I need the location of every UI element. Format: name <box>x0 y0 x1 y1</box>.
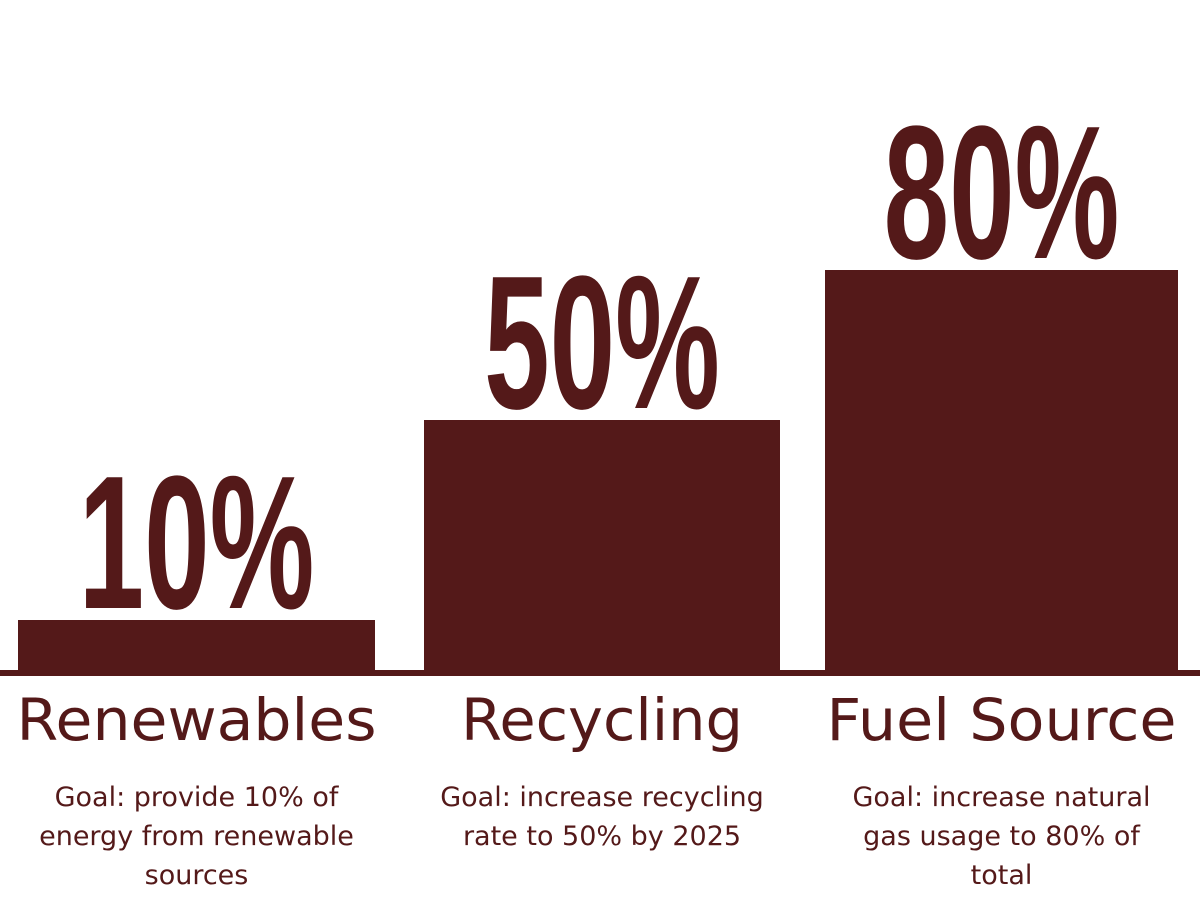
bar-renewables <box>18 620 375 673</box>
goal-description-line: Goal: increase natural <box>852 782 1150 813</box>
goal-description-line: rate to 50% by 2025 <box>463 821 741 852</box>
labels-layer: 10% Renewables Goal: provide 10% of energy … <box>17 87 1177 891</box>
bars-layer <box>18 270 1178 673</box>
goal-description-line: sources <box>145 860 249 891</box>
category-label: Renewables <box>17 686 377 754</box>
goal-description-line: energy from renewable <box>39 821 354 852</box>
goal-description-line: Goal: increase recycling <box>440 782 764 813</box>
goal-description-line: total <box>971 860 1033 891</box>
value-label: 80% <box>884 87 1120 299</box>
goal-description-line: gas usage to 80% of <box>863 821 1141 852</box>
bar-recycling <box>424 420 780 673</box>
category-label: Fuel Source <box>827 686 1177 754</box>
category-label: Recycling <box>461 686 743 754</box>
value-label: 10% <box>79 437 315 649</box>
value-label: 50% <box>484 237 720 449</box>
bar-fuel-source <box>825 270 1178 673</box>
goal-description-line: Goal: provide 10% of <box>55 782 340 813</box>
